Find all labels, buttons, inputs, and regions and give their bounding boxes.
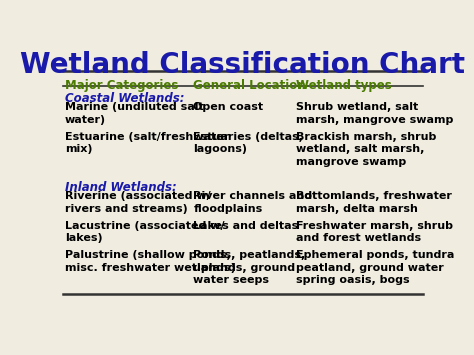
Text: Estuaries (deltas,
lagoons): Estuaries (deltas, lagoons) bbox=[193, 132, 303, 154]
Text: Ephemeral ponds, tundra
peatland, ground water
spring oasis, bogs: Ephemeral ponds, tundra peatland, ground… bbox=[296, 250, 455, 285]
Text: Ponds, peatlands,
uplands, ground
water seeps: Ponds, peatlands, uplands, ground water … bbox=[193, 250, 306, 285]
Text: Palustrine (shallow ponds,
misc. freshwater wetlands): Palustrine (shallow ponds, misc. freshwa… bbox=[65, 250, 236, 273]
Text: General Location: General Location bbox=[193, 79, 306, 92]
Text: Bottomlands, freshwater
marsh, delta marsh: Bottomlands, freshwater marsh, delta mar… bbox=[296, 191, 452, 214]
Text: Marine (undiluted salt
water): Marine (undiluted salt water) bbox=[65, 102, 203, 125]
Text: Estuarine (salt/freshwater
mix): Estuarine (salt/freshwater mix) bbox=[65, 132, 229, 154]
Text: Freshwater marsh, shrub
and forest wetlands: Freshwater marsh, shrub and forest wetla… bbox=[296, 221, 453, 243]
Text: Coastal Wetlands:: Coastal Wetlands: bbox=[65, 92, 184, 105]
Text: Inland Wetlands:: Inland Wetlands: bbox=[65, 181, 176, 194]
Text: Brackish marsh, shrub
wetland, salt marsh,
mangrove swamp: Brackish marsh, shrub wetland, salt mars… bbox=[296, 132, 437, 166]
Text: River channels and
floodplains: River channels and floodplains bbox=[193, 191, 312, 214]
Text: Wetland Classification Chart: Wetland Classification Chart bbox=[20, 51, 465, 79]
Text: Riverine (associated w/
rivers and streams): Riverine (associated w/ rivers and strea… bbox=[65, 191, 210, 214]
Text: Wetland types: Wetland types bbox=[296, 79, 392, 92]
Text: Lakes and deltas: Lakes and deltas bbox=[193, 221, 299, 231]
Text: Lacustrine (associated w/
lakes): Lacustrine (associated w/ lakes) bbox=[65, 221, 224, 243]
Text: Open coast: Open coast bbox=[193, 102, 264, 112]
Text: Shrub wetland, salt
marsh, mangrove swamp: Shrub wetland, salt marsh, mangrove swam… bbox=[296, 102, 454, 125]
Text: Major Categories: Major Categories bbox=[65, 79, 178, 92]
